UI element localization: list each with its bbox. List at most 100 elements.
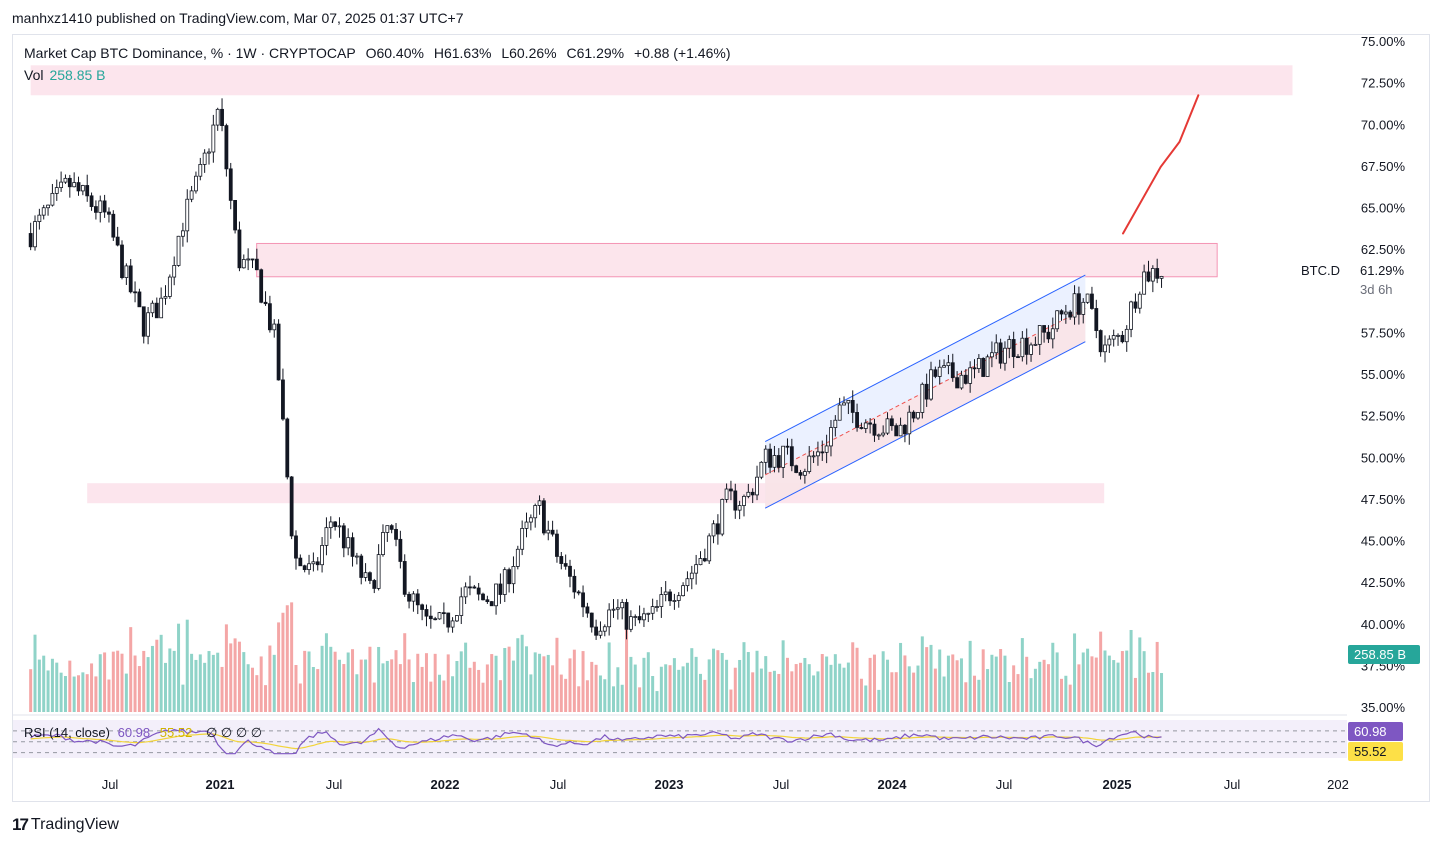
candle-body [1137,293,1142,309]
candle-body [128,265,133,293]
chart-frame [12,34,1430,802]
candle-body [298,557,303,567]
volume-bar [977,679,981,712]
x-tick-label: Jul [326,777,343,792]
brand-logo[interactable]: 17 TradingView [12,815,119,835]
volume-bar [359,659,363,712]
volume-bar [546,654,550,712]
rsi-label: RSI (14, close) [24,725,110,740]
candle-body [863,422,868,429]
candle-body [546,529,551,534]
volume-bar [746,652,750,712]
candle-body [698,558,703,566]
volume-bar [203,662,207,712]
volume-bar [155,639,159,712]
volume-bar [729,689,733,712]
candle-body [1059,310,1064,315]
volume-bar [337,659,341,712]
volume-bar [368,646,372,712]
candle-body [398,538,403,562]
volume-bar [1007,681,1011,712]
candle-body [102,200,107,213]
y-tick-label: 52.50% [1361,409,1406,424]
candle-body [663,591,668,595]
volume-bar [690,648,694,712]
volume-bar [868,657,872,712]
volume-bar [529,674,533,712]
volume-bar [303,650,307,712]
volume-bar [620,684,624,712]
volume-bar [503,648,507,712]
volume-bar [194,659,198,712]
candle-body [850,399,855,413]
volume-bar [846,662,850,712]
candle-body [528,517,533,523]
volume-bar [229,643,233,712]
candle-body [1146,271,1151,282]
candle-body [907,411,912,435]
volume-bar [912,672,916,712]
volume-bar [455,661,459,712]
x-tick-label: 2022 [431,777,460,792]
volume-bar [424,653,428,712]
volume-bar [772,670,776,712]
volume-bar [1020,638,1024,712]
volume-bar [655,691,659,712]
candle-body [1011,339,1016,358]
candle-body [428,615,433,620]
volume-bar [973,675,977,712]
rsi-ma-line [30,733,1162,750]
candle-body [350,537,355,557]
x-tick-label: 2024 [878,777,908,792]
candle-body [154,302,159,319]
volume-bar [520,634,524,712]
candle-body [920,383,925,413]
volume-bar [764,656,768,712]
candle-body [994,342,999,354]
candle-body [533,505,538,519]
volume-bar [55,662,59,712]
candle-body [816,451,820,457]
candle-body [228,168,233,201]
candle-body [742,495,746,506]
y-axis: 75.00% 72.50% 70.00% 67.50% 65.00% 62.50% 57.5… [1361,34,1406,715]
projection-layer [1122,94,1200,235]
candle-body [937,366,942,377]
volume-bar [298,683,302,712]
volume-bar [433,653,437,712]
candle-body [746,491,751,497]
candle-body [189,190,194,200]
candle-body [146,312,151,337]
volume-bar [198,654,202,712]
candle-body [141,306,146,337]
candle-body [1072,293,1077,318]
candle-body [159,297,164,319]
candle-body [963,374,968,384]
volume-bar [842,667,846,712]
candle-body [80,185,85,192]
candle-body [120,244,124,279]
candle-body [955,377,960,389]
candle-body [689,572,694,580]
rsi-ma-badge: 55.52 [1348,742,1403,761]
volume-bar [812,675,816,712]
volume-bar [459,651,463,712]
candle-body [202,152,207,165]
candle-body [542,500,546,534]
candle-body [916,412,920,419]
candle-body [602,626,607,632]
volume-bar [372,682,376,712]
volume-bar [46,670,50,712]
volume-bar [1003,655,1007,712]
candle-body [167,276,172,297]
candle-body [315,561,320,566]
candle-body [628,616,633,630]
volume-bar [881,651,885,712]
volume-bar [703,679,707,712]
candle-body [950,362,955,379]
volume-bar [890,672,894,712]
volume-bar [698,673,702,712]
candle-body [537,500,542,506]
volume-bar [346,652,350,712]
